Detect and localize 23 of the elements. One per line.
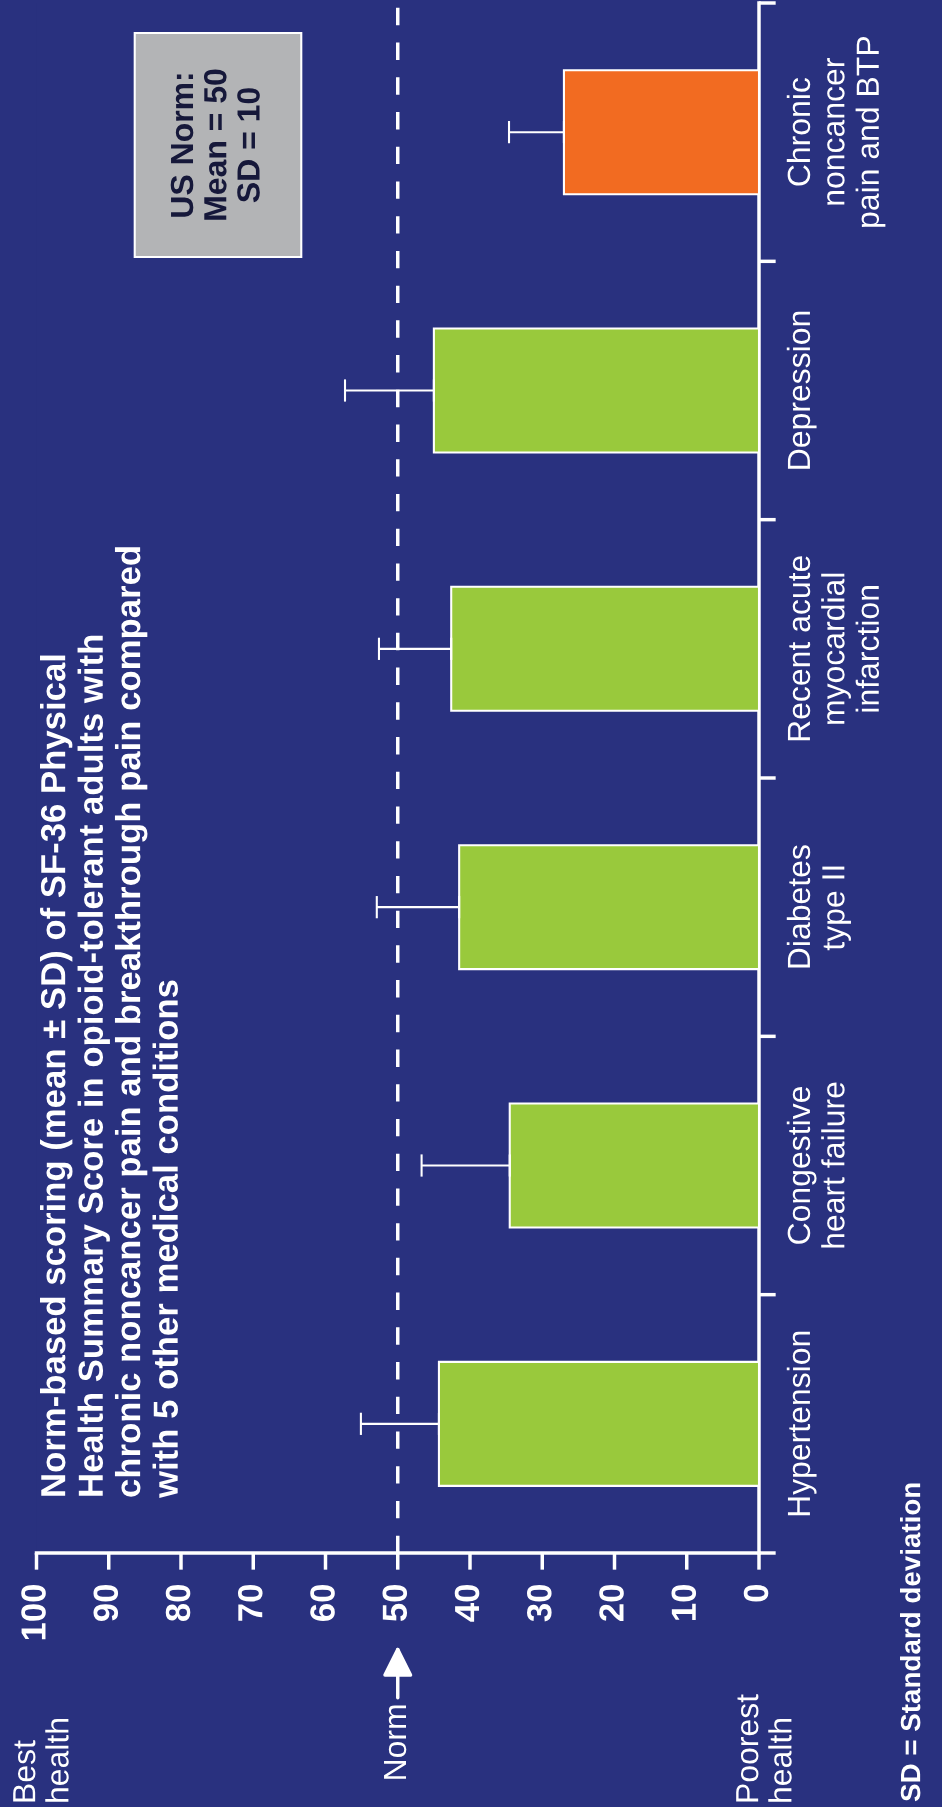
x-tick-label: 60 bbox=[310, 1584, 335, 1621]
x-tick-label: 20 bbox=[599, 1584, 624, 1621]
y-tick-label: Recent acute myocardial infarction bbox=[787, 556, 880, 741]
y-tick-label: Hypertension bbox=[786, 1331, 817, 1516]
text: Norm-based scoring (mean ± SD) of SF-36 Physical Health Summary Score in opioid-tolerant adults with chronic noncancer pain and breakthrough pain compared with 5 other medical conditions bbox=[40, 547, 179, 1499]
annotation: US Norm: Mean = 50 SD = 10 bbox=[170, 69, 260, 220]
x-tick-label: 0 bbox=[743, 1584, 769, 1602]
y-tick-label: Diabetes type II bbox=[786, 845, 851, 968]
x-tick-label: 80 bbox=[165, 1584, 191, 1622]
text: Poorest health bbox=[736, 1694, 792, 1802]
x-tick-label: 50 bbox=[382, 1584, 408, 1622]
x-tick-label: 30 bbox=[526, 1584, 552, 1622]
x-tick-label: 10 bbox=[671, 1584, 697, 1620]
x-tick-label: 40 bbox=[454, 1584, 480, 1622]
ref-line-label: Norm bbox=[384, 1705, 407, 1779]
y-tick-label: Chronic noncancer pain and BTP bbox=[786, 37, 886, 227]
y-tick-label: Congestive heart failure bbox=[786, 1082, 845, 1248]
y-tick-label: Depression bbox=[786, 311, 817, 469]
x-tick-label: 100 bbox=[21, 1584, 46, 1640]
x-tick-label: 70 bbox=[237, 1584, 263, 1621]
x-tick-label: 90 bbox=[93, 1584, 119, 1621]
text: SD = Standard deviation bbox=[900, 1483, 921, 1802]
text: Best health bbox=[13, 1719, 69, 1802]
